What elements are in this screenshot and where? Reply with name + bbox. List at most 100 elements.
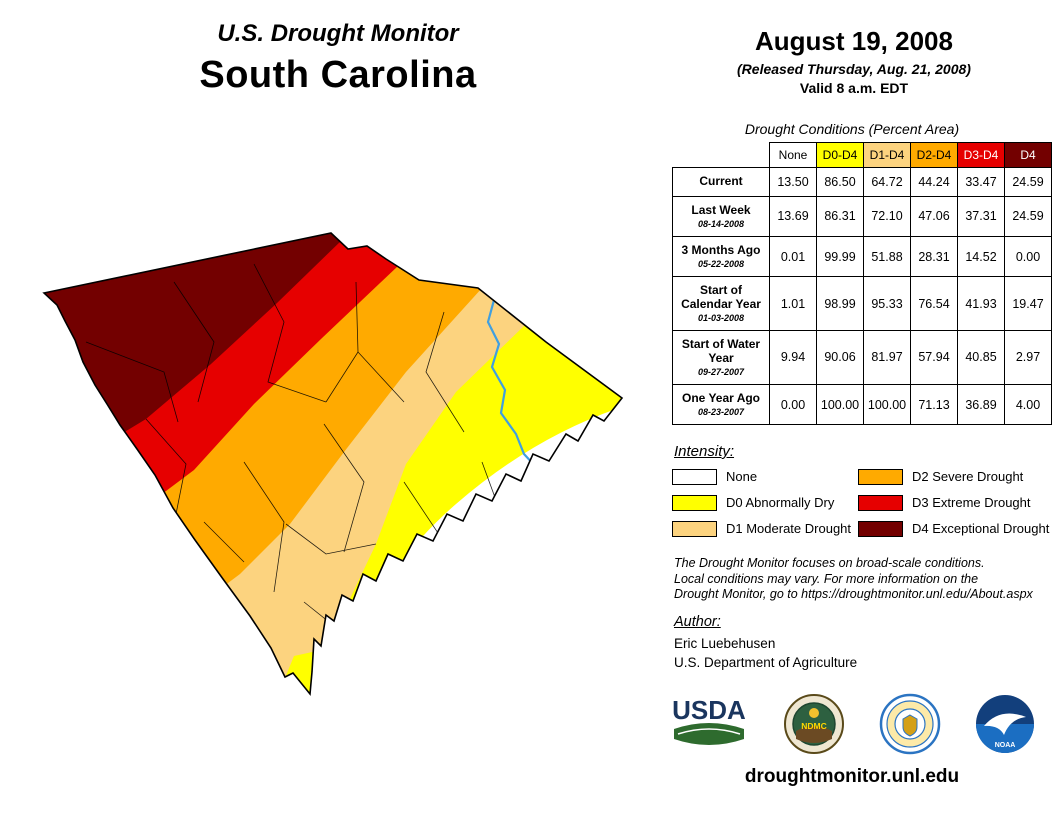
value-cell: 64.72 (863, 167, 911, 197)
value-cell: 24.59 (1004, 195, 1052, 237)
table-row: Last Week 08-14-2008 13.69 86.31 72.10 47.06 3… (672, 195, 1052, 237)
disclaimer-line: The Drought Monitor focuses on broad-sca… (674, 556, 985, 570)
table-row: Start of Calendar Year 01-03-2008 1.01 98.9… (672, 276, 1052, 332)
author-name: Eric Luebehusen (674, 636, 776, 651)
row-label: Current (672, 167, 770, 197)
table-header-row: None D0-D4 D1-D4 D2-D4 D3-D4 D4 (672, 142, 1052, 168)
value-cell: 71.13 (910, 383, 958, 426)
state-outline (42, 232, 624, 697)
footer-url: droughtmonitor.unl.edu (744, 766, 960, 787)
row-label: Start of Calendar Year 01-03-2008 (672, 276, 770, 332)
noaa-logo: NOAA (975, 695, 1034, 753)
value-cell: 36.89 (957, 383, 1005, 426)
legend-label: D1 Moderate Drought (726, 521, 852, 536)
legend-item: D1 Moderate Drought (672, 520, 854, 537)
value-cell: 47.06 (910, 195, 958, 237)
value-cell: 86.50 (816, 167, 864, 197)
legend-swatch (672, 520, 717, 537)
value-cell: 28.31 (910, 235, 958, 278)
value-cell: 19.47 (1004, 276, 1052, 332)
legend-label: D3 Extreme Drought (912, 495, 1031, 510)
state-title: South Carolina (199, 54, 477, 96)
value-cell: 81.97 (863, 330, 911, 385)
value-cell: 98.99 (816, 276, 864, 332)
value-cell: 0.01 (769, 235, 817, 278)
value-cell: 76.54 (910, 276, 958, 332)
blank-corner-cell (672, 142, 770, 168)
table-row: Start of Water Year 09-27-2007 9.94 90.06 81… (672, 330, 1052, 385)
released-date: (Released Thursday, Aug. 21, 2008) (737, 61, 971, 77)
ndmc-logo-text: NDMC (802, 721, 828, 731)
legend-title: Intensity: (674, 443, 735, 460)
noaa-sea (975, 724, 1034, 753)
title-block: U.S. Drought Monitor South Carolina (118, 20, 558, 97)
row-label: 3 Months Ago 05-22-2008 (672, 235, 770, 278)
table-caption: Drought Conditions (Percent Area) (744, 121, 960, 137)
value-cell: 2.97 (1004, 330, 1052, 385)
drought-map (42, 232, 624, 697)
legend-label: None (726, 469, 758, 484)
usda-swoosh-line (677, 728, 741, 735)
author-org: U.S. Department of Agriculture (674, 655, 858, 670)
value-cell: 95.33 (863, 276, 911, 332)
value-cell: 100.00 (863, 383, 911, 426)
usda-logo-text: USDA (672, 695, 746, 725)
row-label: Last Week 08-14-2008 (672, 195, 770, 237)
table-row: Current 13.50 86.50 64.72 44.24 33.47 24.59 (672, 167, 1052, 197)
column-header-d2-d4: D2-D4 (910, 142, 958, 168)
seal-crest (902, 714, 918, 737)
author-title: Author: (674, 614, 721, 630)
legend-items: None D0 Abnormally Dry D1 Moderate Drought… (672, 468, 1049, 548)
value-cell: 4.00 (1004, 383, 1052, 426)
value-cell: 41.93 (957, 276, 1005, 332)
value-cell: 1.01 (769, 276, 817, 332)
value-cell: 13.50 (769, 167, 817, 197)
legend-item: D3 Extreme Drought (858, 494, 1040, 511)
ndmc-sun (809, 708, 820, 718)
value-cell: 90.06 (816, 330, 864, 385)
disclaimer: The Drought Monitor focuses on broad-sca… (674, 556, 1033, 603)
value-cell: 14.52 (957, 235, 1005, 278)
value-cell: 57.94 (910, 330, 958, 385)
drought-table: None D0-D4 D1-D4 D2-D4 D3-D4 D4 Current 13.50 8… (672, 142, 1052, 426)
map-date: August 19, 2008 (755, 26, 953, 56)
university-seal-logo (879, 693, 940, 755)
legend-label: D4 Exceptional Drought (912, 521, 1050, 536)
legend-item: None (672, 468, 854, 485)
legend-swatch (672, 494, 717, 511)
value-cell: 86.31 (816, 195, 864, 237)
date-block: August 19, 2008 (Released Thursday, Aug.… (678, 26, 1030, 96)
value-cell: 51.88 (863, 235, 911, 278)
value-cell: 0.00 (769, 383, 817, 426)
value-cell: 9.94 (769, 330, 817, 385)
legend-swatch (672, 468, 717, 485)
value-cell: 37.31 (957, 195, 1005, 237)
usda-swoosh (674, 723, 744, 745)
value-cell: 0.00 (1004, 235, 1052, 278)
value-cell: 33.47 (957, 167, 1005, 197)
logo-row: USDA NDMC NOAA (668, 686, 1036, 762)
ndmc-logo: NDMC (784, 694, 845, 754)
column-header-d0-d4: D0-D4 (816, 142, 864, 168)
value-cell: 99.99 (816, 235, 864, 278)
row-label: Start of Water Year 09-27-2007 (672, 330, 770, 385)
row-label: One Year Ago 08-23-2007 (672, 383, 770, 426)
river (486, 299, 537, 468)
ndmc-earth (796, 726, 833, 743)
legend-item: D0 Abnormally Dry (672, 494, 854, 511)
legend-label: D0 Abnormally Dry (726, 495, 835, 510)
column-header-none: None (769, 142, 817, 168)
table-body: Current 13.50 86.50 64.72 44.24 33.47 24.59 Las… (672, 167, 1052, 426)
value-cell: 40.85 (957, 330, 1005, 385)
legend-swatch (858, 468, 903, 485)
value-cell: 44.24 (910, 167, 958, 197)
noaa-gull (983, 713, 1026, 735)
noaa-logo-text: NOAA (995, 742, 1016, 749)
legend-swatch (858, 520, 903, 537)
value-cell: 13.69 (769, 195, 817, 237)
disclaimer-line: Drought Monitor, go to https://droughtmo… (674, 587, 1033, 602)
valid-time: Valid 8 a.m. EDT (799, 80, 909, 96)
disclaimer-line: Local conditions may vary. For more info… (674, 571, 979, 586)
column-header-d3-d4: D3-D4 (957, 142, 1005, 168)
